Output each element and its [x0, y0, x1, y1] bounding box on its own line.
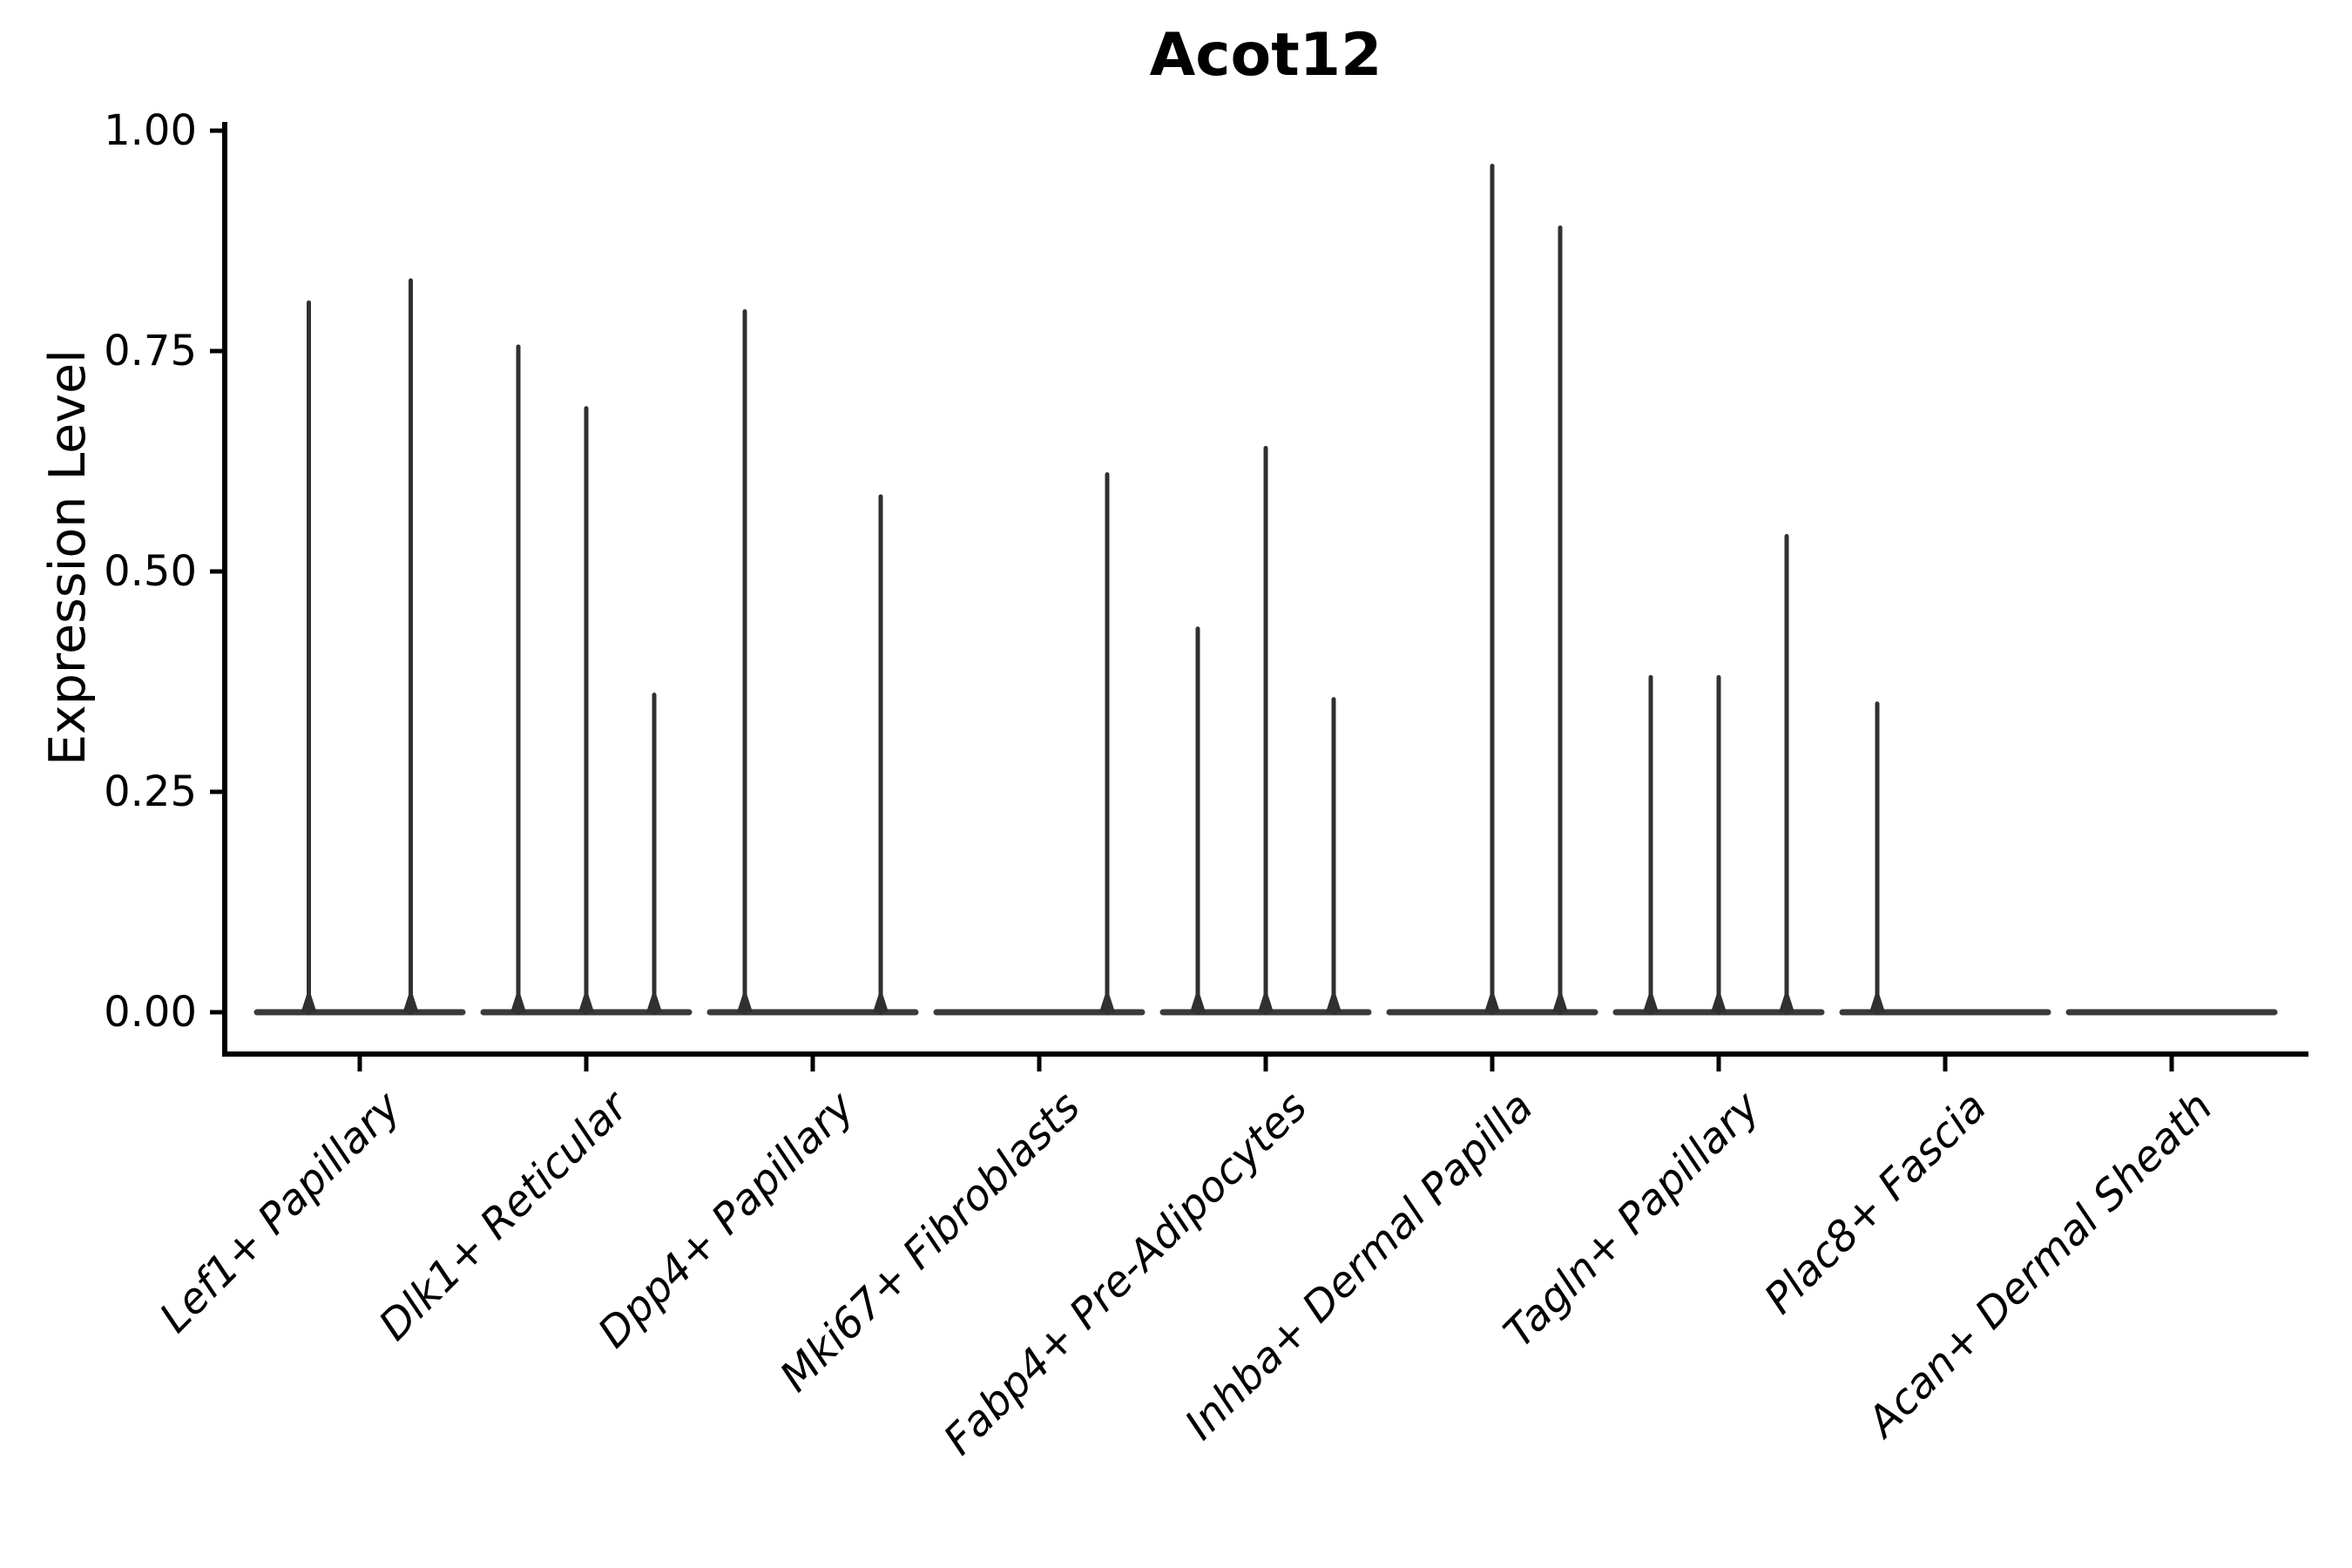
y-tick-label: 0.25 — [104, 767, 197, 816]
y-tick-label: 0.00 — [104, 988, 197, 1037]
plot-title: Acot12 — [1149, 21, 1382, 90]
y-tick-label: 0.75 — [104, 327, 197, 375]
y-tick-label: 0.50 — [104, 547, 197, 596]
y-tick-label: 1.00 — [104, 106, 197, 155]
